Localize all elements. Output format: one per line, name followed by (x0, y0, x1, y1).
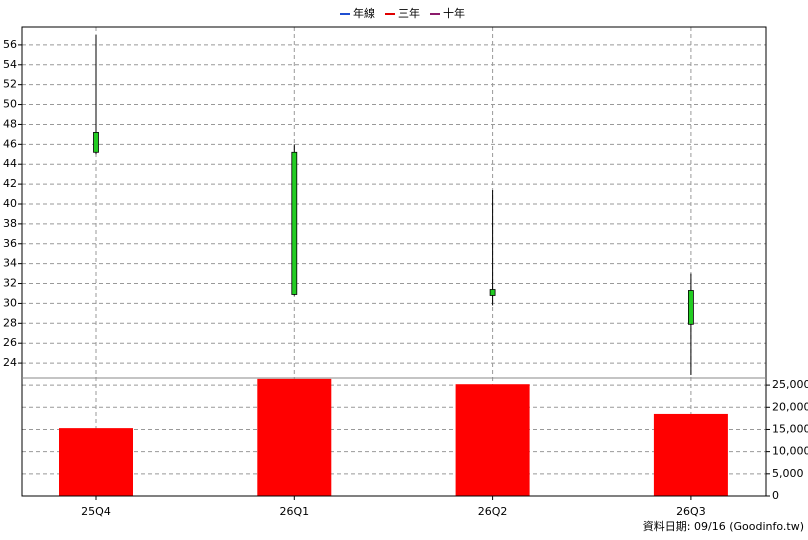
y-tick-label: 30 (3, 296, 17, 309)
y2-tick-label: 0 (772, 489, 779, 502)
legend: 年線 三年 十年 (340, 6, 465, 20)
x-tick-label: 26Q3 (676, 505, 706, 518)
y-tick-label: 26 (3, 336, 17, 349)
y-tick-label: 34 (3, 257, 17, 270)
y-tick-label: 50 (3, 98, 17, 111)
y-tick-label: 40 (3, 197, 17, 210)
candle-body (291, 151, 298, 295)
volume-bar (59, 428, 133, 496)
y-tick-label: 56 (3, 38, 17, 51)
legend-label: 年線 (353, 6, 375, 20)
y-tick-label: 54 (3, 58, 17, 71)
y-tick-label: 38 (3, 217, 17, 230)
x-tick-label: 26Q2 (478, 505, 508, 518)
x-tick-label: 26Q1 (279, 505, 309, 518)
candle-body (489, 289, 496, 296)
plot-frame (21, 26, 767, 497)
x-tick-label: 25Q4 (81, 505, 111, 518)
y-tick-label: 52 (3, 78, 17, 91)
volume-bar (455, 384, 530, 496)
y2-tick-label: 5,000 (772, 467, 804, 480)
y-tick-label: 24 (3, 356, 17, 369)
source-note: 資料日期: 09/16 (Goodinfo.tw) (643, 519, 804, 533)
volume-bar (257, 378, 332, 496)
candle-body (93, 131, 99, 153)
candle-body (688, 290, 694, 325)
y-tick-label: 44 (3, 157, 17, 170)
y2-tick-label: 10,000 (772, 445, 808, 458)
y-tick-label: 36 (3, 237, 17, 250)
y2-tick-label: 15,000 (772, 422, 808, 435)
volume-bar (653, 413, 728, 496)
y-tick-label: 46 (3, 137, 17, 150)
y-tick-label: 42 (3, 177, 17, 190)
legend-label: 十年 (443, 6, 465, 20)
legend-label: 三年 (398, 6, 420, 20)
y2-tick-label: 25,000 (772, 378, 808, 391)
y-tick-label: 28 (3, 316, 17, 329)
y-tick-label: 32 (3, 277, 17, 290)
y-tick-label: 48 (3, 117, 17, 130)
y2-tick-label: 20,000 (772, 400, 808, 413)
